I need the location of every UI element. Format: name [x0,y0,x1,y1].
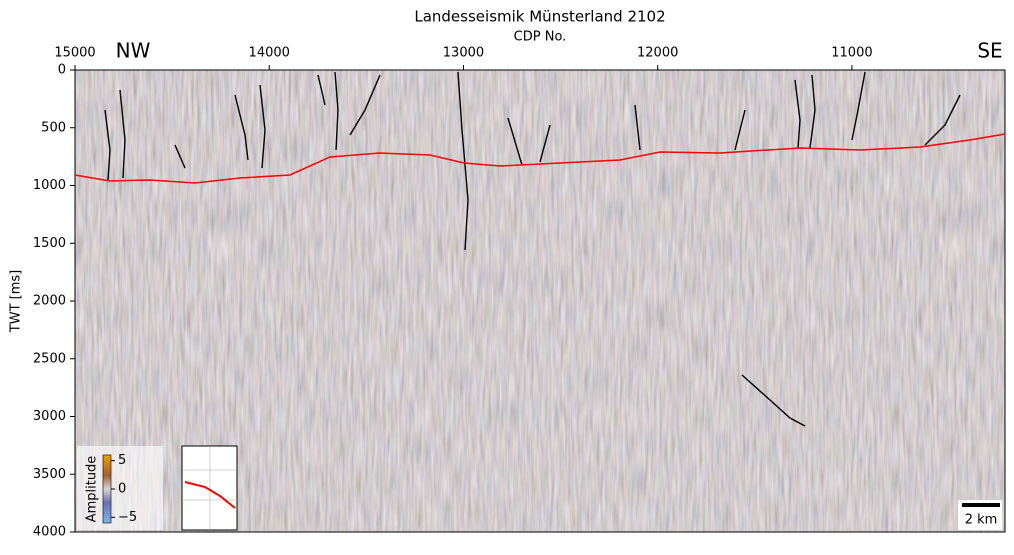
horizon-line [74,133,1006,184]
y-tick-label: 500 [41,120,66,135]
colorbar-tick-label: 0 [118,482,126,497]
fault [174,144,186,169]
y-tick-label: 1000 [33,178,66,193]
y-tick-label: 2000 [33,294,66,309]
fault [539,124,551,163]
inset-profile [184,481,236,509]
x-tick-label: 11000 [831,46,872,61]
fault [851,71,866,141]
colorbar-tick-label: −5 [118,510,137,525]
fault [234,94,249,161]
fault [259,84,266,169]
colorbar-tick-label: 5 [118,453,126,468]
fault [119,89,126,179]
fault [507,117,523,166]
fault [809,74,816,149]
inset-grid [182,446,237,530]
fault [334,71,339,151]
direction-label: SE [977,39,1002,63]
y-tick-label: 3000 [33,409,66,424]
y-tick-label: 4000 [33,525,66,540]
fault [349,74,381,136]
fault [741,374,806,427]
colorbar-box [77,446,163,530]
fault [734,109,746,151]
x-tick-label: 12000 [637,46,678,61]
scale-label: 2 km [965,513,998,528]
y-tick-label: 0 [58,63,66,78]
x-axis-label: CDP No. [514,30,567,45]
fault [457,71,469,251]
x-tick-label: 15000 [54,46,95,61]
y-tick-label: 3500 [33,467,66,482]
fault [317,74,326,106]
fault [634,104,641,151]
x-tick-label: 13000 [443,46,484,61]
colorbar [102,454,112,524]
faults [104,71,961,427]
x-tick-label: 14000 [249,46,290,61]
fault [794,79,801,149]
y-tick-label: 2500 [33,351,66,366]
y-axis-label: TWT [ms] [9,270,24,333]
direction-label: NW [116,39,151,63]
y-tick-label: 1500 [33,236,66,251]
inset-frame [181,445,238,531]
chart-title: Landesseismik Münsterland 2102 [414,8,665,26]
colorbar-label: Amplitude [85,456,100,523]
fault [924,94,961,146]
inset-map [181,445,238,531]
fault [104,109,111,181]
